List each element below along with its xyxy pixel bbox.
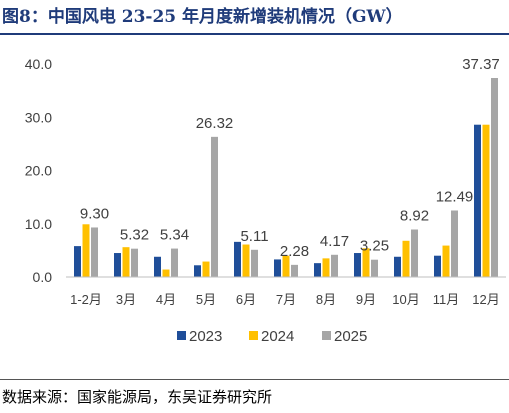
data-label: 37.37 bbox=[462, 56, 500, 73]
bar-2023-0 bbox=[74, 246, 81, 277]
bar-2023-3 bbox=[194, 265, 201, 277]
data-label: 5.11 bbox=[240, 228, 268, 245]
data-label: 2.28 bbox=[280, 243, 309, 260]
y-tick-label: 20.0 bbox=[25, 163, 52, 179]
bar-2025-6 bbox=[331, 254, 338, 277]
x-tick-label: 1-2月 bbox=[70, 292, 102, 307]
x-tick-label: 6月 bbox=[236, 292, 256, 307]
data-label: 3.25 bbox=[360, 238, 389, 255]
bar-2023-7 bbox=[354, 253, 361, 277]
legend-swatch-2025 bbox=[322, 331, 331, 340]
x-tick-label: 4月 bbox=[156, 292, 176, 307]
legend-swatch-2024 bbox=[249, 331, 258, 340]
bar-2024-10 bbox=[482, 124, 490, 277]
bar-2023-4 bbox=[234, 241, 241, 277]
x-tick-label: 5月 bbox=[196, 292, 216, 307]
bar-2025-3 bbox=[211, 136, 218, 277]
figure-title: 图8：中国风电 23-25 年月度新增装机情况（GW） bbox=[2, 7, 403, 27]
x-tick-label: 3月 bbox=[116, 292, 136, 307]
bar-2024-3 bbox=[202, 261, 210, 277]
bar-2024-6 bbox=[322, 258, 330, 277]
x-tick-label: 7月 bbox=[276, 292, 296, 307]
source-divider bbox=[0, 379, 509, 380]
bars bbox=[74, 78, 498, 277]
data-label: 5.34 bbox=[160, 227, 189, 244]
data-label: 9.30 bbox=[80, 205, 109, 222]
x-tick-label: 8月 bbox=[316, 292, 336, 307]
y-tick-label: 30.0 bbox=[25, 109, 52, 125]
source-note: 数据来源：国家能源局，东吴证券研究所 bbox=[2, 388, 273, 406]
legend-label: 2024 bbox=[261, 328, 294, 345]
x-tick-label: 9月 bbox=[356, 292, 376, 307]
data-label: 26.32 bbox=[196, 115, 234, 132]
y-tick-label: 40.0 bbox=[25, 56, 52, 72]
bar-2025-5 bbox=[291, 264, 298, 277]
bar-2025-10 bbox=[491, 78, 498, 277]
y-tick-label: 10.0 bbox=[25, 216, 52, 232]
bar-2024-1 bbox=[122, 247, 130, 277]
data-labels: 9.30 5.32 5.34 26.32 5.11 2.28 4.17 3.25 8.92 12.… bbox=[80, 56, 500, 260]
bar-2025-4 bbox=[251, 249, 258, 277]
bar-2023-5 bbox=[274, 259, 281, 277]
bar-2025-7 bbox=[371, 259, 378, 277]
bar-2024-5 bbox=[282, 255, 290, 277]
x-tick-label: 10月 bbox=[392, 292, 419, 307]
bar-2024-7 bbox=[362, 248, 370, 277]
bar-2023-2 bbox=[154, 256, 161, 277]
bar-2024-9 bbox=[442, 245, 450, 277]
bar-2024-2 bbox=[162, 269, 170, 277]
bar-2024-4 bbox=[242, 244, 250, 277]
bar-2025-2 bbox=[171, 248, 178, 277]
legend: 2023 2024 2025 bbox=[177, 328, 367, 345]
data-label: 5.32 bbox=[120, 227, 149, 244]
bar-chart: 0.0 10.0 20.0 30.0 40.0 1-2月 3月 4月 5月 6月 7月 8月 9月 10… bbox=[25, 56, 506, 345]
data-label: 12.49 bbox=[436, 188, 474, 205]
x-tick-label: 11月 bbox=[433, 292, 460, 307]
bar-2023-8 bbox=[394, 256, 401, 277]
legend-swatch-2023 bbox=[177, 331, 186, 340]
x-axis: 1-2月 3月 4月 5月 6月 7月 8月 9月 10月 11月 12月 bbox=[70, 292, 500, 307]
y-axis: 0.0 10.0 20.0 30.0 40.0 bbox=[25, 56, 52, 285]
y-tick-label: 0.0 bbox=[33, 269, 53, 285]
legend-label: 2023 bbox=[189, 328, 222, 345]
bar-2023-6 bbox=[314, 263, 321, 277]
x-tick-label: 12月 bbox=[472, 292, 499, 307]
bar-2025-1 bbox=[131, 248, 138, 277]
bar-2025-8 bbox=[411, 229, 418, 277]
bar-2025-0 bbox=[91, 227, 98, 277]
bar-2024-0 bbox=[82, 224, 90, 277]
bar-2023-10 bbox=[474, 124, 481, 277]
data-label: 8.92 bbox=[400, 208, 429, 225]
bar-2025-9 bbox=[451, 210, 458, 277]
bar-2024-8 bbox=[402, 240, 410, 277]
bar-2023-9 bbox=[434, 255, 441, 277]
legend-label: 2025 bbox=[334, 328, 367, 345]
bar-2023-1 bbox=[114, 253, 121, 277]
title-divider bbox=[0, 33, 509, 35]
data-label: 4.17 bbox=[320, 233, 349, 250]
